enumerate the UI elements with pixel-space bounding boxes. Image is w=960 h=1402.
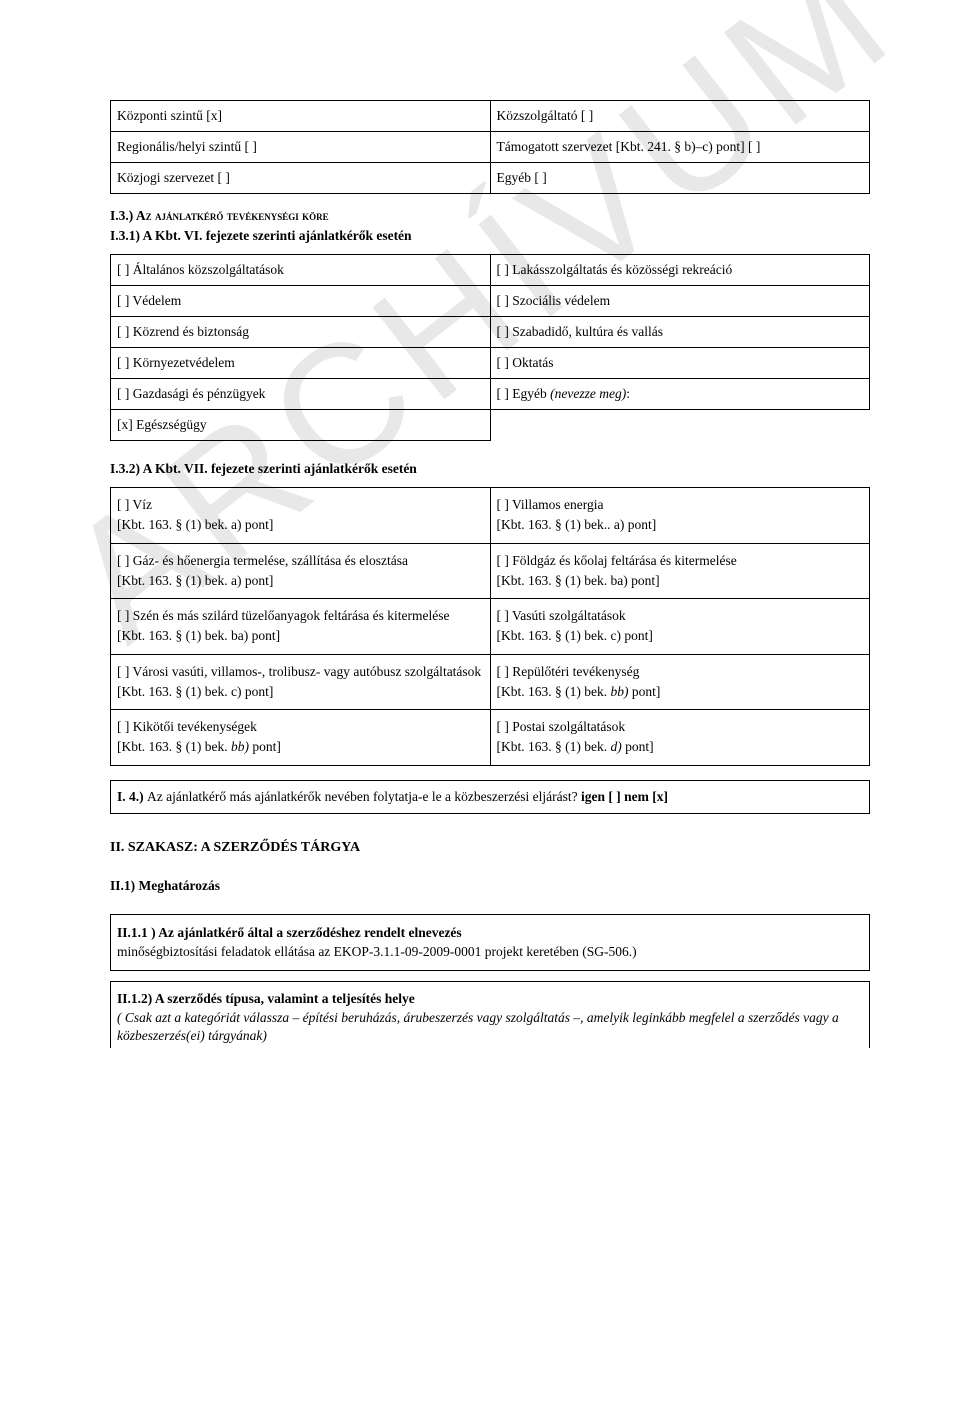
cell: [ ] Szociális védelem	[490, 286, 870, 317]
cell: [ ] Közrend és biztonság	[111, 317, 491, 348]
cell: [ ] Szén és más szilárd tüzelőanyagok fe…	[111, 599, 491, 655]
text: [Kbt. 163. § (1) bek.	[497, 684, 611, 699]
cell: [ ] Repülőtéri tevékenység [Kbt. 163. § …	[490, 654, 870, 710]
cell: [ ] Víz [Kbt. 163. § (1) bek. a) pont]	[111, 488, 491, 544]
text: pont]	[628, 684, 660, 699]
text: pont]	[249, 739, 281, 754]
text: [ ] Kikötői tevékenységek	[117, 717, 482, 737]
text: Az ajánlatkérő más ajánlatkérők nevében …	[147, 789, 581, 804]
text-ii11: minőségbiztosítási feladatok ellátása az…	[117, 942, 861, 962]
heading-ii12: II.1.2) A szerződés típusa, valamint a t…	[117, 990, 861, 1009]
cell: [x] Egészségügy	[111, 410, 491, 441]
heading-i31-text: I.3.1) A Kbt. VI. fejezete szerinti aján…	[110, 228, 412, 243]
cell: [ ] Szabadidő, kultúra és vallás	[490, 317, 870, 348]
text: [ ] Egyéb	[497, 386, 551, 401]
text: [Kbt. 163. § (1) bek.	[117, 739, 231, 754]
heading-i3-text: I.3.) Az ajánlatkérő tevékenységi köre	[110, 208, 329, 223]
text: II.1) M	[110, 878, 151, 893]
text-italic: d)	[610, 739, 621, 754]
cell-empty	[490, 410, 870, 441]
text: [ ] Repülőtéri tevékenység	[497, 662, 862, 682]
cell: [ ] Vasúti szolgáltatások [Kbt. 163. § (…	[490, 599, 870, 655]
cell: [ ] Városi vasúti, villamos-, trolibusz-…	[111, 654, 491, 710]
cell: [ ] Gáz- és hőenergia termelése, szállít…	[111, 543, 491, 599]
cell: Egyéb [ ]	[490, 163, 870, 194]
cell: [ ] Környezetvédelem	[111, 348, 491, 379]
heading-ii11: II.1.1 ) Az ajánlatkérő által a szerződé…	[117, 923, 861, 943]
cell: [ ] Gazdasági és pénzügyek	[111, 379, 491, 410]
text: [ ] Postai szolgáltatások	[497, 717, 862, 737]
cell: [ ] Földgáz és kőolaj feltárása és kiter…	[490, 543, 870, 599]
text-ii12-italic: ( Csak azt a kategóriát válassza – építé…	[117, 1009, 861, 1047]
text: [Kbt. 163. § (1) bek. c) pont]	[497, 626, 862, 646]
text: [ ] Földgáz és kőolaj feltárása és kiter…	[497, 551, 862, 571]
text: [ ] Gáz- és hőenergia termelése, szállít…	[117, 551, 482, 571]
heading-i3: I.3.) Az ajánlatkérő tevékenységi köre	[110, 208, 870, 224]
heading-i31: I.3.1) A Kbt. VI. fejezete szerinti aján…	[110, 228, 870, 244]
text-italic: bb)	[231, 739, 249, 754]
box-ii12: II.1.2) A szerződés típusa, valamint a t…	[110, 981, 870, 1049]
text: [Kbt. 163. § (1) bek. a) pont]	[117, 515, 482, 535]
cell: [ ] Postai szolgáltatások [Kbt. 163. § (…	[490, 710, 870, 766]
row-i4: I. 4.) Az ajánlatkérő más ajánlatkérők n…	[110, 780, 870, 814]
cell: [ ] Egyéb (nevezze meg):	[490, 379, 870, 410]
heading-ii: II. SZAKASZ: A SZERZŐDÉS TÁRGYA	[110, 840, 870, 856]
heading-i32-text: I.3.2) A Kbt. VII. fejezete szerinti ajá…	[110, 461, 417, 476]
text: pont]	[622, 739, 654, 754]
cell: [ ] Villamos energia [Kbt. 163. § (1) be…	[490, 488, 870, 544]
cell: Közszolgáltató [ ]	[490, 101, 870, 132]
text: [Kbt. 163. § (1) bek. ba) pont]	[117, 626, 482, 646]
cell: Regionális/helyi szintű [ ]	[111, 132, 491, 163]
text: [Kbt. 163. § (1) bek. c) pont]	[117, 682, 482, 702]
cell: [ ] Általános közszolgáltatások	[111, 255, 491, 286]
cell: Közjogi szervezet [ ]	[111, 163, 491, 194]
text: [ ] Szén és más szilárd tüzelőanyagok fe…	[117, 606, 482, 626]
cell: Központi szintű [x]	[111, 101, 491, 132]
table-activity-vii: [ ] Víz [Kbt. 163. § (1) bek. a) pont] […	[110, 487, 870, 766]
text: [Kbt. 163. § (1) bek.	[497, 739, 611, 754]
text: [ ] Villamos energia	[497, 495, 862, 515]
text-bold: I. 4.)	[117, 789, 147, 804]
text-bold: igen [ ] nem [x]	[581, 789, 668, 804]
text: [ ] Vasúti szolgáltatások	[497, 606, 862, 626]
text-italic: (nevezze meg)	[550, 386, 626, 401]
text-italic: bb)	[610, 684, 628, 699]
cell: Támogatott szervezet [Kbt. 241. § b)–c) …	[490, 132, 870, 163]
text: [ ] Városi vasúti, villamos-, trolibusz-…	[117, 662, 482, 682]
heading-i32: I.3.2) A Kbt. VII. fejezete szerinti ajá…	[110, 461, 870, 477]
page-content: Központi szintű [x] Közszolgáltató [ ] R…	[0, 0, 960, 1088]
text: :	[626, 386, 630, 401]
cell: [ ] Oktatás	[490, 348, 870, 379]
table-entity-level: Központi szintű [x] Közszolgáltató [ ] R…	[110, 100, 870, 194]
text: eghatározás	[151, 878, 220, 893]
text: [Kbt. 163. § (1) bek.. a) pont]	[497, 515, 862, 535]
heading-ii1: II.1) Meghatározás	[110, 878, 870, 894]
cell: [ ] Kikötői tevékenységek [Kbt. 163. § (…	[111, 710, 491, 766]
text: [ ] Víz	[117, 495, 482, 515]
box-ii11: II.1.1 ) Az ajánlatkérő által a szerződé…	[110, 914, 870, 971]
cell: [ ] Védelem	[111, 286, 491, 317]
text: [Kbt. 163. § (1) bek. ba) pont]	[497, 571, 862, 591]
cell: [ ] Lakásszolgáltatás és közösségi rekre…	[490, 255, 870, 286]
text: [Kbt. 163. § (1) bek. a) pont]	[117, 571, 482, 591]
table-activity-vi: [ ] Általános közszolgáltatások [ ] Laká…	[110, 254, 870, 441]
